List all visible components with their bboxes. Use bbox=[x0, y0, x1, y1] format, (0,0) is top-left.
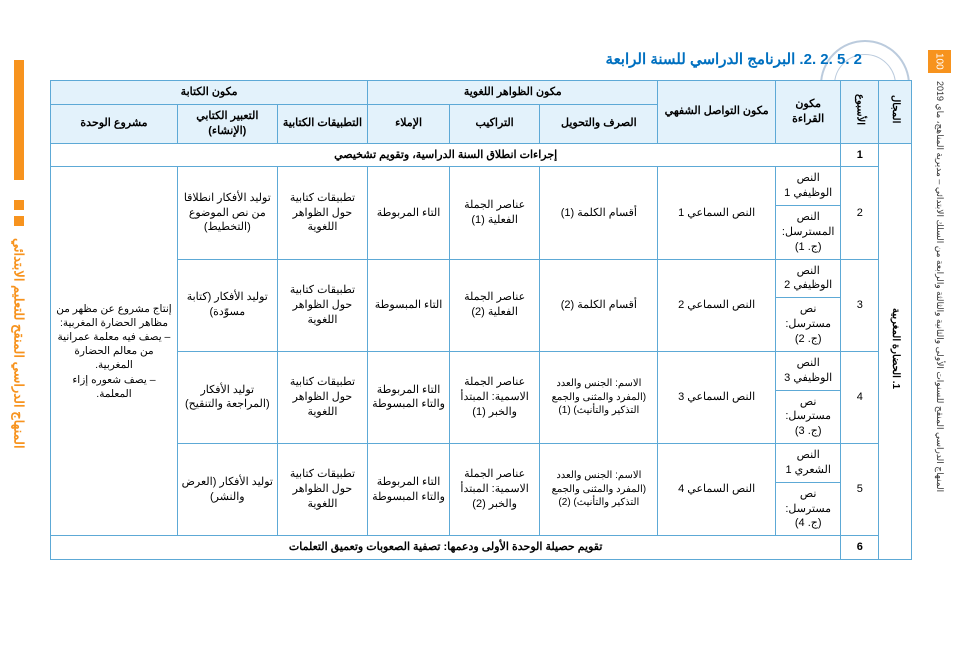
cell-week: 1 bbox=[841, 143, 879, 167]
cell-oral: النص السماعي 1 bbox=[658, 167, 776, 259]
cell-imla: التاء المربوطة bbox=[368, 167, 450, 259]
th-lang-group: مكون الظواهر اللغوية bbox=[368, 81, 658, 105]
orange-square bbox=[14, 216, 24, 226]
cell-assessment: تقويم حصيلة الوحدة الأولى ودعمها: تصفية … bbox=[51, 536, 841, 560]
cell-tarakib: عناصر الجملة الاسمية: المبتدأ والخبر (1) bbox=[449, 351, 540, 443]
cell-tarakib: عناصر الجملة الفعلية (2) bbox=[449, 259, 540, 351]
th-oral: مكون التواصل الشفهي bbox=[658, 81, 776, 144]
orange-square bbox=[14, 200, 24, 210]
cell-tatbiq: تطبيقات كتابية حول الظواهر اللغوية bbox=[277, 167, 368, 259]
cell-imla: التاء المبسوطة bbox=[368, 259, 450, 351]
side-title-left: المنهاج الدراسي المنقح للتعليم الابتدائي bbox=[12, 238, 27, 449]
cell-imla: التاء المربوطة والتاء المبسوطة bbox=[368, 444, 450, 536]
curriculum-table: المجال الأسبوع مكون القراءة مكون التواصل… bbox=[50, 80, 912, 560]
th-project: مشروع الوحدة bbox=[51, 104, 178, 143]
cell-startup: إجراءات انطلاق السنة الدراسية، وتقويم تش… bbox=[51, 143, 841, 167]
cell-reading-b: نص مسترسل: (ج. 4) bbox=[776, 482, 841, 536]
side-text-right: المنهاج الدراسي المنقح للسنوات الأولى وا… bbox=[933, 81, 945, 492]
cell-week: 4 bbox=[841, 351, 879, 443]
th-tabir: التعبير الكتابي (الإنشاء) bbox=[177, 104, 277, 143]
cell-tabir: توليد الأفكار انطلاقا من نص الموضوع (الت… bbox=[177, 167, 277, 259]
cell-project: إنتاج مشروع عن مظهر من مظاهر الحضارة الم… bbox=[51, 167, 178, 536]
main-content: 2 .5 .2 .2. البرنامج الدراسي للسنة الراب… bbox=[50, 50, 912, 560]
cell-reading-a: النص الوظيفي 1 bbox=[776, 167, 841, 206]
cell-reading-b: نص مسترسل: (ج. 2) bbox=[776, 298, 841, 352]
cell-sarf: أقسام الكلمة (2) bbox=[540, 259, 658, 351]
cell-reading-a: النص الوظيفي 2 bbox=[776, 259, 841, 298]
th-reading: مكون القراءة bbox=[776, 81, 841, 144]
cell-tabir: توليد الأفكار (كتابة مسوّدة) bbox=[177, 259, 277, 351]
th-tarakib: التراكيب bbox=[449, 104, 540, 143]
cell-oral: النص السماعي 4 bbox=[658, 444, 776, 536]
th-write-group: مكون الكتابة bbox=[51, 81, 368, 105]
page-number: 100 bbox=[928, 50, 951, 73]
cell-tatbiq: تطبيقات كتابية حول الظواهر اللغوية bbox=[277, 444, 368, 536]
cell-reading-b: نص مسترسل: (ج. 3) bbox=[776, 390, 841, 444]
cell-reading-b: النص المسترسل: (ج. 1) bbox=[776, 206, 841, 260]
cell-majal: 1. الحضارة المغربية bbox=[879, 143, 912, 560]
th-sarf: الصرف والتحويل bbox=[540, 104, 658, 143]
th-majal: المجال bbox=[879, 81, 912, 144]
cell-tarakib: عناصر الجملة الفعلية (1) bbox=[449, 167, 540, 259]
orange-bar bbox=[14, 60, 24, 180]
cell-tatbiq: تطبيقات كتابية حول الظواهر اللغوية bbox=[277, 259, 368, 351]
cell-sarf: الاسم: الجنس والعدد (المفرد والمثنى والج… bbox=[540, 444, 658, 536]
cell-week: 2 bbox=[841, 167, 879, 259]
row-1: 1. الحضارة المغربية 1 إجراءات انطلاق الس… bbox=[51, 143, 912, 167]
row-3a: 3 النص الوظيفي 2 النص السماعي 2 أقسام ال… bbox=[51, 259, 912, 298]
cell-tatbiq: تطبيقات كتابية حول الظواهر اللغوية bbox=[277, 351, 368, 443]
cell-tabir: توليد الأفكار (المراجعة والتنقيح) bbox=[177, 351, 277, 443]
cell-week: 3 bbox=[841, 259, 879, 351]
cell-oral: النص السماعي 2 bbox=[658, 259, 776, 351]
th-tatbiq: التطبيقات الكتابية bbox=[277, 104, 368, 143]
cell-oral: النص السماعي 3 bbox=[658, 351, 776, 443]
cell-week: 6 bbox=[841, 536, 879, 560]
row-5a: 5 النص الشعري 1 النص السماعي 4 الاسم: ال… bbox=[51, 444, 912, 483]
cell-sarf: أقسام الكلمة (1) bbox=[540, 167, 658, 259]
table-body: 1. الحضارة المغربية 1 إجراءات انطلاق الس… bbox=[51, 143, 912, 560]
cell-tarakib: عناصر الجملة الاسمية: المبتدأ والخبر (2) bbox=[449, 444, 540, 536]
row-4a: 4 النص الوظيفي 3 النص السماعي 3 الاسم: ا… bbox=[51, 351, 912, 390]
cell-reading-a: النص الوظيفي 3 bbox=[776, 351, 841, 390]
cell-tabir: توليد الأفكار (العرض والنشر) bbox=[177, 444, 277, 536]
cell-sarf: الاسم: الجنس والعدد (المفرد والمثنى والج… bbox=[540, 351, 658, 443]
right-side-strip: 100 المنهاج الدراسي المنقح للسنوات الأول… bbox=[918, 0, 960, 662]
th-week: الأسبوع bbox=[841, 81, 879, 144]
th-imla: الإملاء bbox=[368, 104, 450, 143]
table-header: المجال الأسبوع مكون القراءة مكون التواصل… bbox=[51, 81, 912, 144]
row-6: 6 تقويم حصيلة الوحدة الأولى ودعمها: تصفي… bbox=[51, 536, 912, 560]
cell-reading-a: النص الشعري 1 bbox=[776, 444, 841, 483]
row-2a: 2 النص الوظيفي 1 النص السماعي 1 أقسام ال… bbox=[51, 167, 912, 206]
cell-week: 5 bbox=[841, 444, 879, 536]
left-side-strip: المنهاج الدراسي المنقح للتعليم الابتدائي bbox=[0, 0, 38, 662]
section-title: 2 .5 .2 .2. البرنامج الدراسي للسنة الراب… bbox=[50, 50, 912, 68]
cell-imla: التاء المربوطة والتاء المبسوطة bbox=[368, 351, 450, 443]
